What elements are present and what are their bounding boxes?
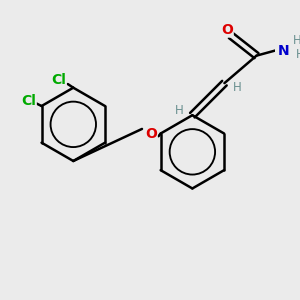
- Text: H: H: [292, 34, 300, 46]
- Text: H: H: [233, 81, 242, 94]
- Text: Cl: Cl: [51, 74, 66, 87]
- Text: O: O: [221, 23, 233, 37]
- Text: H: H: [175, 104, 184, 117]
- Text: H: H: [296, 48, 300, 61]
- Text: Cl: Cl: [21, 94, 36, 108]
- Text: O: O: [145, 127, 157, 140]
- Text: N: N: [278, 44, 290, 58]
